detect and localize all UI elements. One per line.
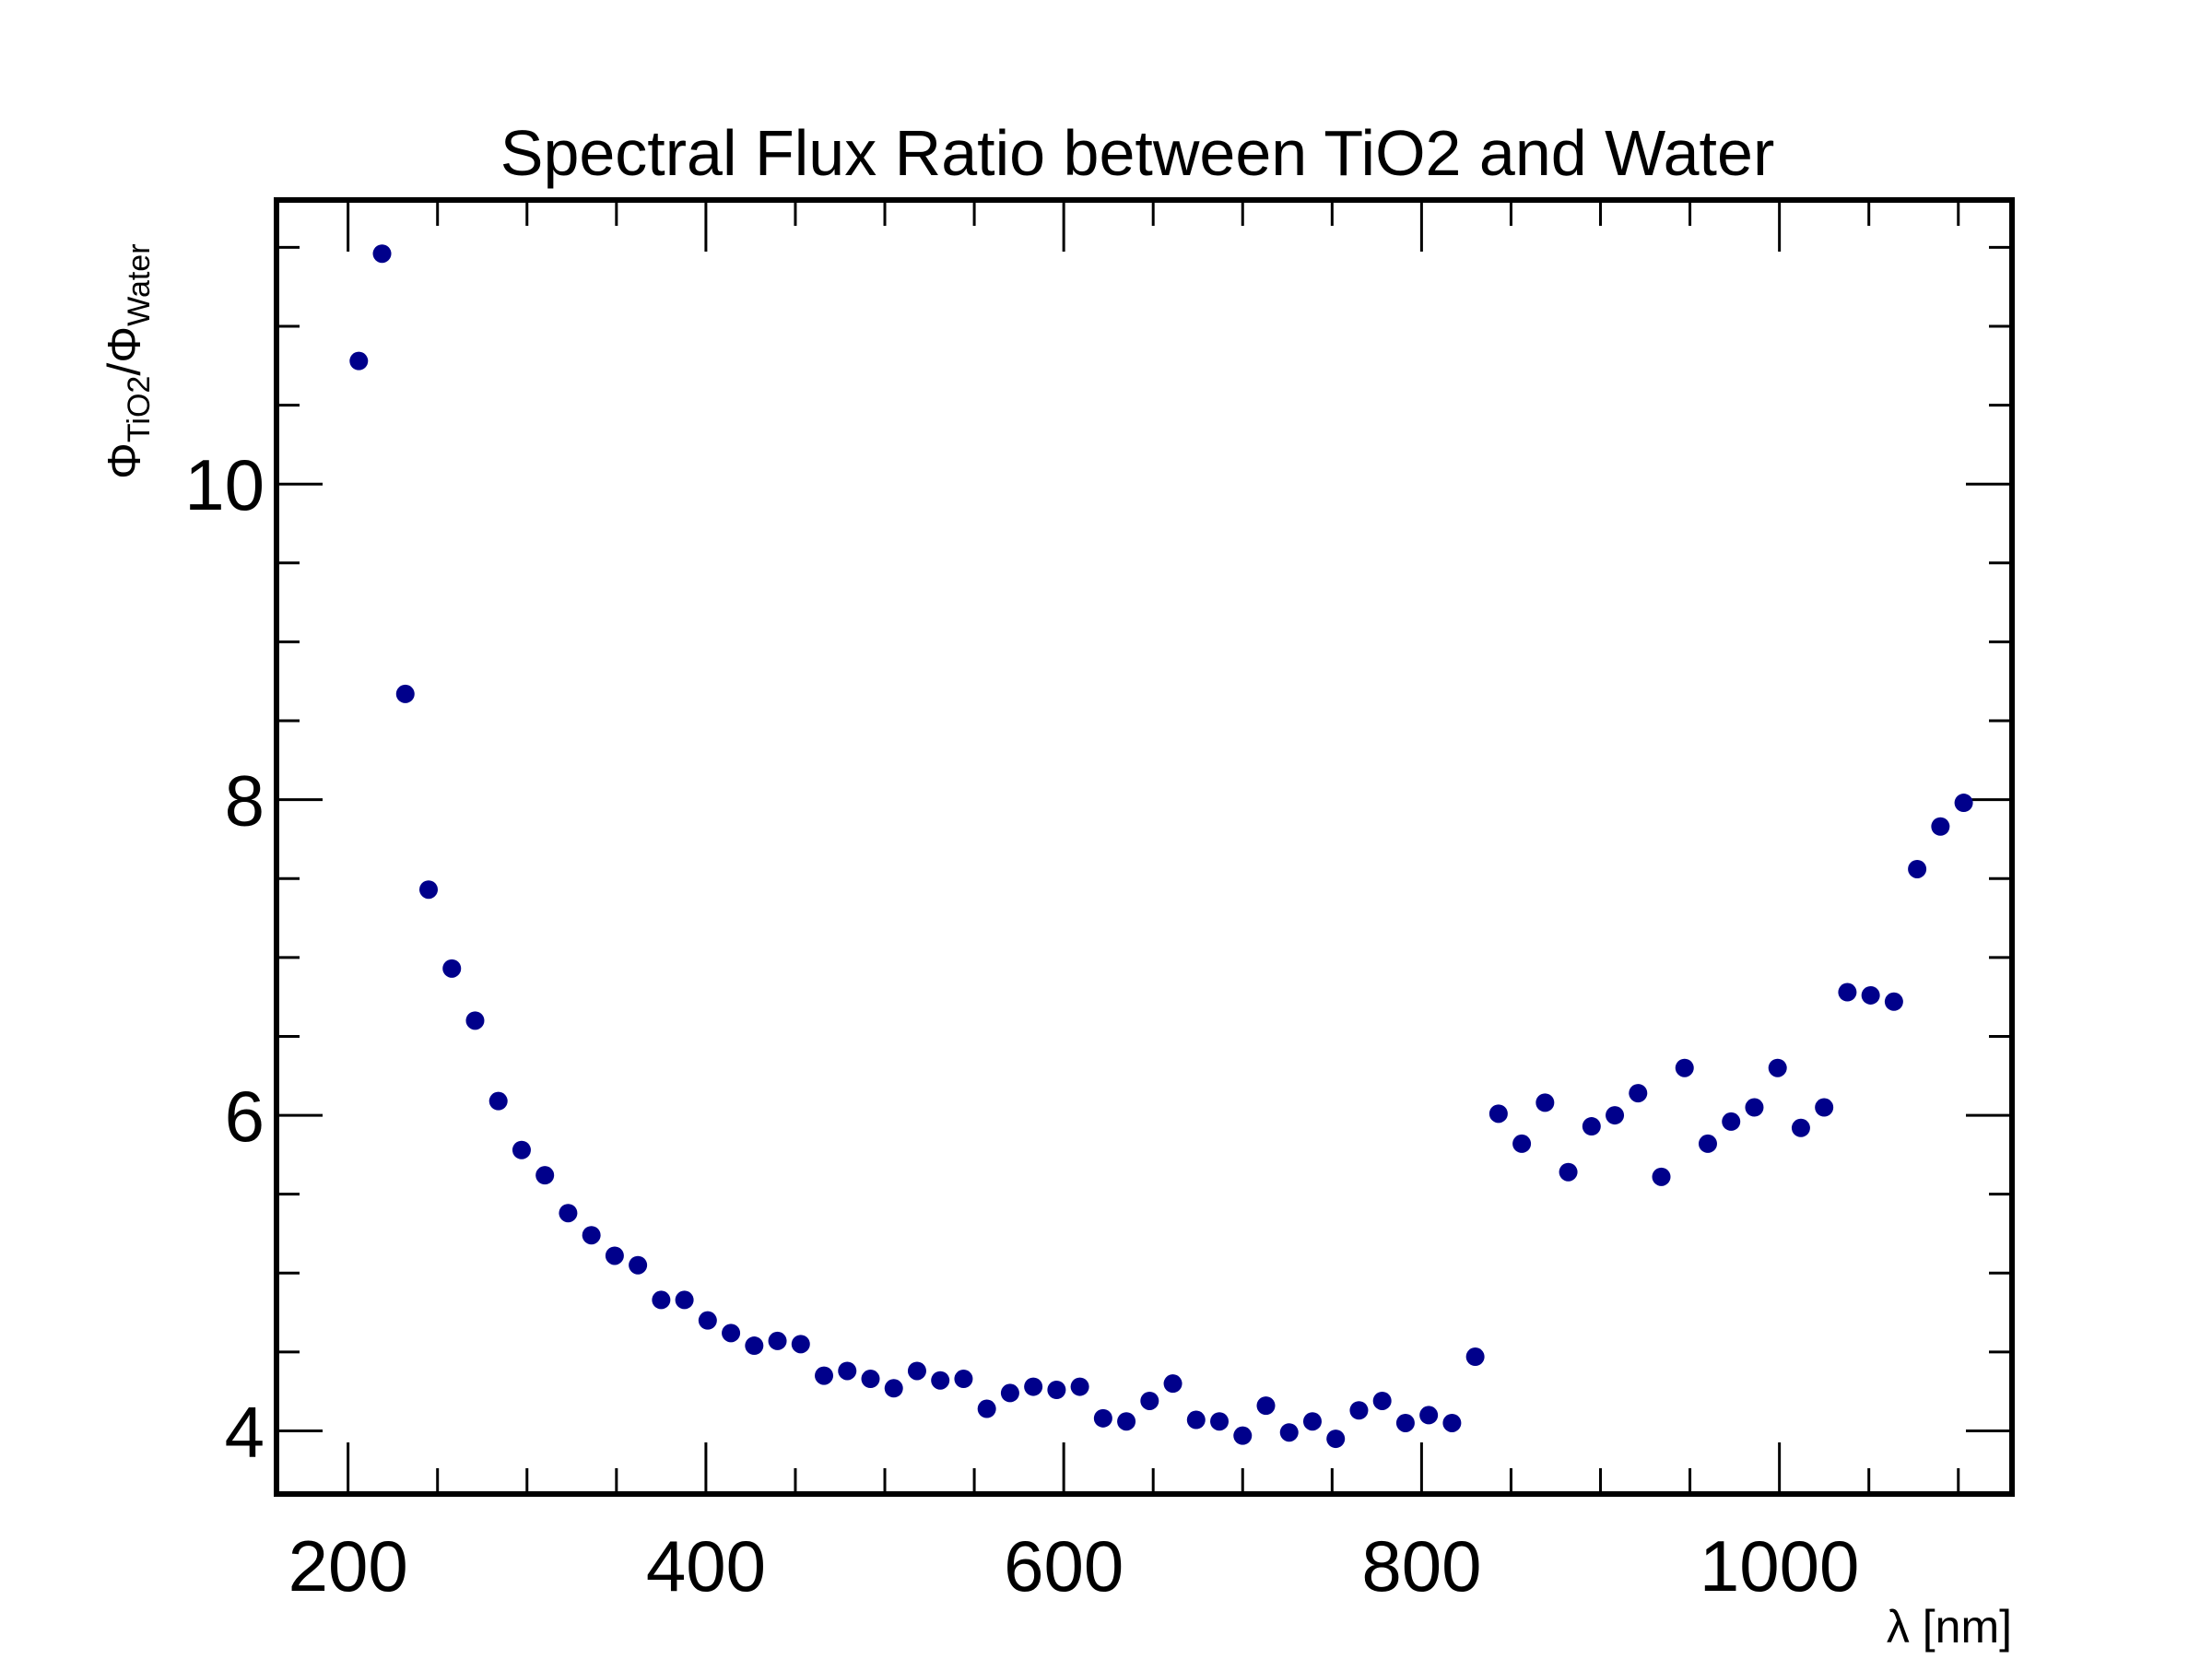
data-point — [1302, 1412, 1322, 1431]
data-point — [907, 1361, 926, 1381]
data-point — [1419, 1406, 1439, 1425]
data-point — [1954, 794, 1973, 813]
data-point — [395, 684, 415, 703]
y-tick-label: 8 — [225, 760, 265, 841]
x-tick-label: 400 — [646, 1525, 766, 1606]
data-point — [1861, 985, 1880, 1005]
data-point — [1838, 982, 1857, 1002]
data-point — [1629, 1084, 1648, 1103]
data-point — [1233, 1426, 1253, 1445]
data-point — [1582, 1117, 1601, 1136]
data-point — [1210, 1412, 1230, 1431]
data-point — [838, 1361, 857, 1381]
plot-frame — [274, 197, 2015, 1497]
y-tick-label: 4 — [225, 1392, 265, 1473]
data-point — [1163, 1374, 1182, 1394]
data-point — [1140, 1391, 1159, 1410]
data-point — [1908, 859, 1927, 878]
x-tick-label: 1000 — [1700, 1525, 1860, 1606]
data-point — [1698, 1134, 1717, 1153]
data-point — [1931, 817, 1950, 836]
data-point — [1186, 1410, 1206, 1430]
x-tick-label: 800 — [1361, 1525, 1481, 1606]
data-point — [1512, 1134, 1532, 1153]
data-point — [488, 1091, 508, 1111]
data-point — [652, 1290, 671, 1310]
data-point — [791, 1335, 810, 1354]
data-point — [1465, 1347, 1485, 1367]
data-point — [1000, 1383, 1019, 1403]
x-tick-label: 200 — [288, 1525, 408, 1606]
data-point — [977, 1399, 996, 1418]
data-point — [884, 1379, 903, 1398]
data-point — [698, 1311, 717, 1330]
data-point — [512, 1140, 531, 1159]
y-axis-separator: /Φ — [99, 326, 150, 376]
data-point — [605, 1246, 624, 1265]
data-point — [1652, 1167, 1671, 1186]
data-points — [349, 244, 1973, 1449]
data-point — [815, 1366, 834, 1385]
data-point — [1559, 1162, 1578, 1182]
data-point — [349, 351, 369, 371]
data-point — [1117, 1412, 1136, 1431]
data-point — [1326, 1430, 1346, 1449]
data-point — [1047, 1380, 1066, 1399]
axis-ticks — [276, 200, 2012, 1494]
data-point — [1722, 1112, 1741, 1131]
chart-title: Spectral Flux Ratio between TiO2 and Wat… — [500, 117, 1775, 189]
svg-text:ΦTiO2/ΦWater: ΦTiO2/ΦWater — [99, 243, 157, 479]
data-point — [582, 1226, 601, 1245]
data-point — [559, 1204, 578, 1223]
data-point — [442, 959, 462, 978]
data-point — [722, 1324, 741, 1343]
data-point — [1745, 1098, 1764, 1117]
data-point — [1372, 1391, 1392, 1410]
data-point — [1395, 1413, 1415, 1432]
y-tick-label: 10 — [184, 444, 265, 525]
data-point — [419, 880, 439, 900]
y-tick-label: 6 — [225, 1076, 265, 1157]
y-axis-title: ΦTiO2/ΦWater — [99, 243, 157, 479]
data-point — [465, 1011, 485, 1030]
data-point — [1279, 1423, 1299, 1442]
data-point — [1070, 1377, 1089, 1396]
data-point — [1675, 1058, 1694, 1077]
tick-labels: 200 400 600 800 1000 4 6 8 10 — [184, 444, 1859, 1606]
y-axis-sub-numerator: TiO2 — [122, 376, 157, 442]
data-point — [675, 1290, 694, 1310]
data-point — [1024, 1377, 1043, 1396]
data-point — [1442, 1413, 1462, 1432]
data-point — [768, 1331, 787, 1350]
x-axis-title: λ [nm] — [1887, 1601, 2012, 1653]
data-point — [1256, 1396, 1276, 1416]
data-point — [1884, 992, 1903, 1011]
data-point — [1791, 1118, 1810, 1137]
data-point — [861, 1370, 880, 1389]
data-point — [1488, 1104, 1508, 1124]
x-tick-label: 600 — [1004, 1525, 1124, 1606]
data-point — [1815, 1098, 1834, 1117]
data-point — [629, 1255, 648, 1275]
data-point — [931, 1371, 950, 1390]
data-point — [535, 1166, 555, 1185]
data-point — [954, 1370, 973, 1389]
data-point — [1535, 1093, 1555, 1112]
data-point — [1093, 1408, 1112, 1428]
y-axis-sub-denominator: Water — [122, 243, 157, 325]
data-point — [1606, 1106, 1625, 1125]
y-axis-phi: Φ — [99, 442, 150, 479]
data-point — [745, 1336, 764, 1356]
data-point — [1768, 1058, 1787, 1077]
data-point — [372, 244, 392, 264]
data-point — [1349, 1401, 1369, 1420]
